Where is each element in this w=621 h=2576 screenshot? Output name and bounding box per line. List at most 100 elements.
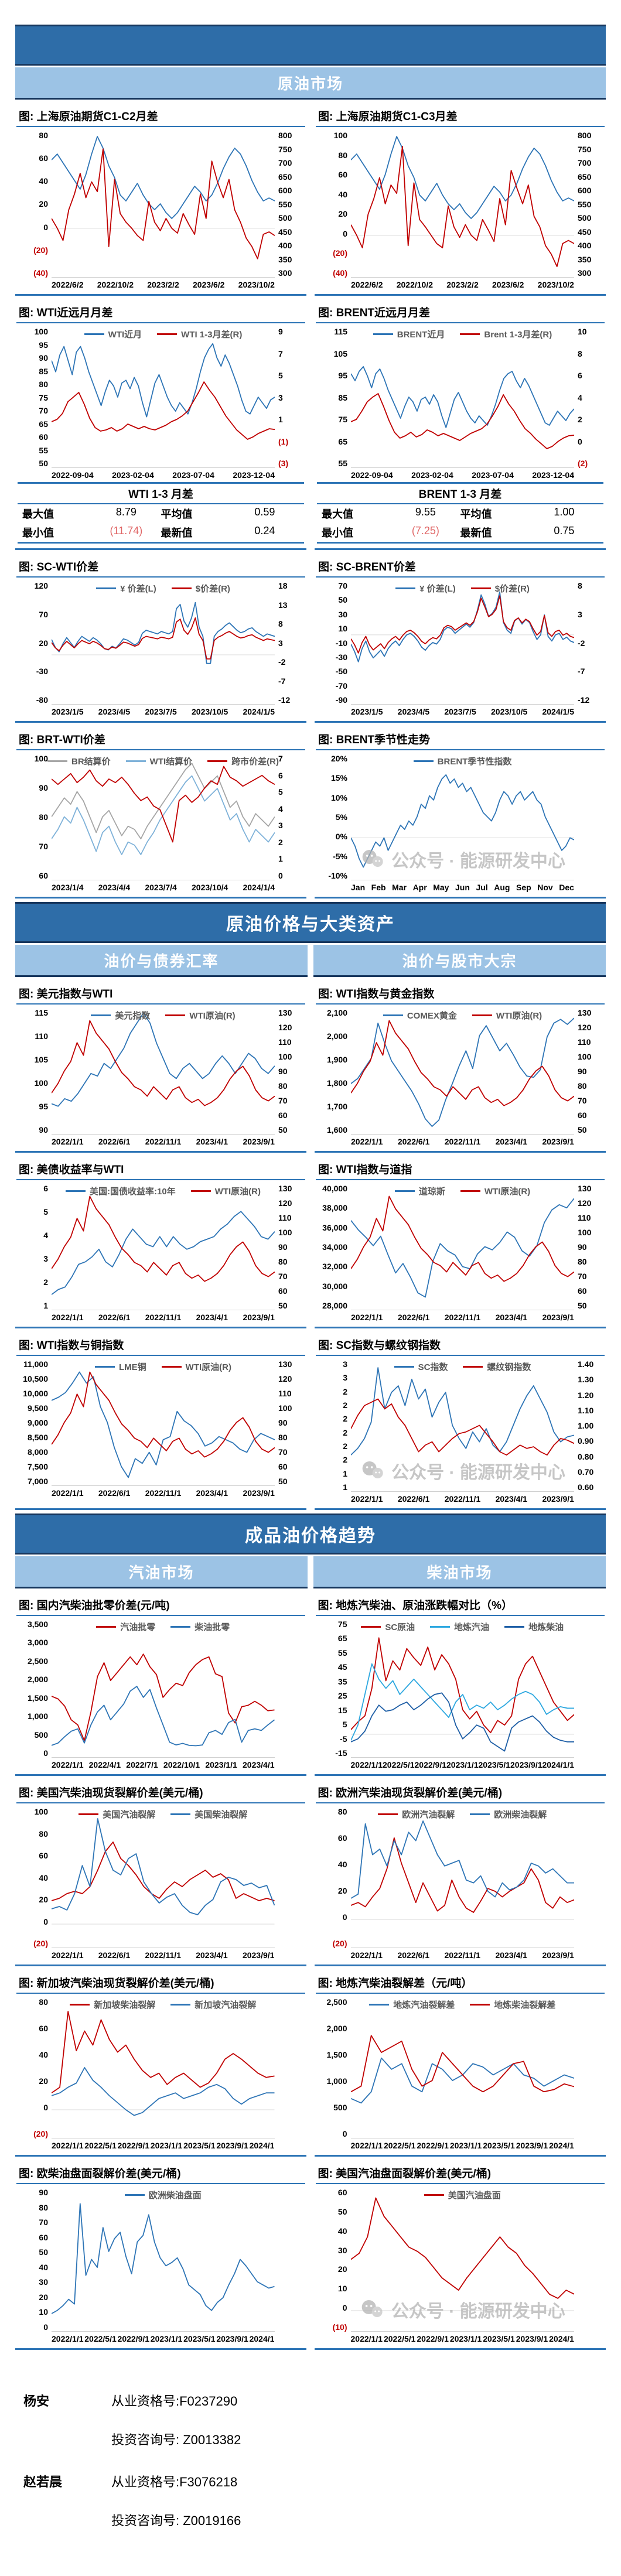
chart-usd-wti: 115 110 105 100 95 90 美元指数 WTI原油(R) 130 120 110 1… (16, 1008, 305, 1146)
y-axis-left: 80 60 40 20 0 (20) (40) (16, 131, 52, 278)
chart-title: 图: WTI近远月月差 (16, 299, 305, 323)
axis-tick: 130 (278, 1184, 292, 1193)
axis-tick: -12 (578, 695, 590, 705)
x-axis-row: 2022/1/1 2022/6/1 2022/11/1 2023/4/1 2023/9/… (16, 1135, 305, 1146)
table-row: 最大值 8.79 平均值 0.59 (18, 504, 304, 523)
x-tick: 2023/5/1 (183, 2334, 216, 2343)
axis-tick: 50 (338, 595, 347, 605)
plot-area: 欧洲柴油盘面 (52, 2188, 275, 2332)
axis-tick: 60 (278, 1111, 288, 1120)
axis-tick: -90 (335, 695, 347, 705)
x-tick: 2023/6/2 (192, 280, 225, 289)
axis-tick: 20 (39, 638, 48, 648)
x-axis-row: Jan Feb Mar Apr May Jun Jul Aug Sep Nov Dec (316, 880, 605, 892)
axis-tick: 2,000 (27, 1675, 48, 1685)
axis-tick: 20 (39, 2292, 48, 2302)
chart-cell: 图: 上海原油期货C1-C2月差 80 60 40 20 0 (20) (40) 800 75… (15, 100, 306, 296)
axis-tick: 110 (278, 1213, 292, 1222)
axis-tick: 300 (278, 268, 292, 278)
x-tick: 2023/4/1 (495, 1137, 528, 1146)
axis-tick: 8 (578, 349, 582, 358)
axis-tick: 2,000 (326, 1031, 347, 1041)
chart-cell: 图: WTI近远月月差 100 95 90 85 80 75 70 65 60 55 50 WTI近… (15, 296, 306, 550)
axis-tick: 95 (39, 1102, 48, 1111)
x-axis-ticks: 2022/1/1 2022/5/1 2022/9/1 2023/1/1 2023/5/1… (351, 2332, 575, 2343)
axis-tick: 3 (43, 1254, 48, 1263)
x-tick: May (433, 883, 449, 892)
x-tick: 2023/4/1 (495, 1950, 527, 1960)
x-tick: 2022-09-04 (52, 470, 94, 480)
x-tick: 2024/1/1 (542, 1760, 575, 1769)
chart-cn-retail: 3,500 3,000 2,500 2,000 1,500 1,000 500 0 汽油批零柴… (16, 1620, 305, 1769)
chart-title: 图: 地炼汽柴油裂解差（元/吨） (315, 1970, 605, 1994)
plot-area: 美元指数 WTI原油(R) (52, 1008, 275, 1135)
chart-cell: 图: WTI指数与黄金指数 2,100 2,000 1,900 1,800 1,700 1… (315, 977, 606, 1153)
axis-tick: -15 (335, 1748, 347, 1758)
line-chart (52, 1184, 275, 1310)
plot-row: 75 65 55 45 35 25 15 5 -5 -15 SC原油 地炼汽油 地炼柴油 (316, 1620, 605, 1758)
axis-tick: 50 (578, 1125, 587, 1135)
x-tick: 2022/1/1 (350, 2141, 383, 2150)
x-tick: 2023-07-04 (472, 470, 514, 480)
x-tick: 2023/9/1 (542, 1950, 574, 1960)
axis-tick: 0 (43, 2103, 48, 2112)
axis-tick: -30 (36, 667, 48, 677)
axis-tick: 32,000 (322, 1262, 347, 1272)
axis-tick: 20 (337, 1886, 347, 1895)
axis-tick: 1,700 (326, 1102, 347, 1111)
brent-spread-table: BRENT 1-3 月差 最大值 9.55 平均值 1.00 最小值 (7.25… (317, 482, 603, 544)
axis-tick: (10) (332, 2322, 347, 2332)
axis-tick: 1,600 (326, 1125, 347, 1135)
axis-tick: 10 (338, 624, 347, 634)
axis-tick: 500 (578, 213, 592, 223)
axis-tick: 50 (578, 1301, 587, 1310)
axis-tick: 2 (278, 837, 283, 847)
axis-tick: 0.90 (578, 1436, 594, 1446)
axis-tick: 40 (39, 176, 48, 186)
axis-tick: 120 (278, 1198, 292, 1208)
chart-cell: 图: WTI指数与道指 40,000 38,000 36,000 34,000 32,0… (315, 1153, 606, 1328)
chart-title: 图: SC指数与螺纹钢指数 (316, 1332, 605, 1356)
x-axis-row: 2022/1/1 2022/6/1 2022/11/1 2023/4/1 2023/9/… (316, 1948, 605, 1960)
axis-tick: 80 (39, 1829, 48, 1839)
axis-tick: 30,000 (322, 1281, 347, 1291)
x-tick: 2023/9/1 (516, 2334, 548, 2343)
chart-title: 图: SC-WTI价差 (16, 554, 305, 578)
x-tick: 2022/6/2 (52, 280, 84, 289)
axis-tick: 50 (39, 2247, 48, 2257)
x-tick: 2022/5/1 (383, 1760, 415, 1769)
x-axis-row: 2022/1/1 2022/5/1 2022/9/1 2023/1/1 2023/5/1… (16, 2332, 305, 2343)
avg-value: 0.59 (254, 506, 275, 518)
x-tick: 2023/10/4 (192, 883, 228, 892)
plot-row: 80 60 40 20 0 (20) 欧洲汽油裂解 欧洲柴油裂解 (316, 1807, 605, 1948)
x-tick: 2022/10/2 (396, 280, 434, 289)
chart-cell: 图: 美国汽柴油现货裂解价差(美元/桶) 100 80 60 40 20 0 (20) 美国… (15, 1776, 306, 1966)
axis-tick: 70 (39, 2218, 48, 2227)
axis-tick: -5% (333, 851, 347, 861)
chart-title: 图: 美债收益率与WTI (16, 1156, 305, 1180)
x-axis-ticks: 2022/1/1 2022/5/1 2022/9/1 2023/1/1 2023/5/1… (351, 2138, 575, 2150)
x-tick: 2023/9/1 (516, 2141, 548, 2150)
x-tick: Nov (537, 883, 553, 892)
axis-tick: 13 (278, 600, 288, 610)
axis-tick: 1,500 (326, 2050, 347, 2059)
axis-tick: 30 (337, 2245, 347, 2255)
line-chart (52, 1997, 275, 2138)
axis-tick: -2 (278, 657, 286, 667)
axis-tick: 1 (43, 1301, 48, 1310)
table-row: 最大值 9.55 平均值 1.00 (317, 504, 603, 523)
axis-tick: 20% (330, 754, 347, 763)
x-axis-ticks: 2022/1/1 2022/5/1 2022/9/1 2023/1/1 2023/5/1… (52, 2332, 275, 2343)
plot-area: 汽油批零 柴油批零 (52, 1620, 275, 1758)
chart-title: 图: BRT-WTI价差 (16, 726, 305, 750)
axis-tick: 600 (578, 186, 592, 195)
x-tick: 2023/1/1 (449, 2334, 482, 2343)
axis-tick: 50 (39, 459, 48, 468)
axis-tick: (20) (333, 248, 347, 258)
chart-brent-seasonal: 20% 15% 10% 5% 0% -5% -10% BRENT季节性指数 公众号 · 能源… (316, 754, 605, 892)
line-chart (52, 2188, 275, 2331)
y-axis-left: 2,100 2,000 1,900 1,800 1,700 1,600 (316, 1008, 351, 1135)
plot-row: 40,000 38,000 36,000 34,000 32,000 30,000 28,0… (316, 1184, 605, 1310)
x-axis-ticks: 2022-09-04 2023-02-04 2023-07-04 2023-12-04 (52, 468, 275, 480)
axis-tick: 100 (578, 1228, 592, 1237)
